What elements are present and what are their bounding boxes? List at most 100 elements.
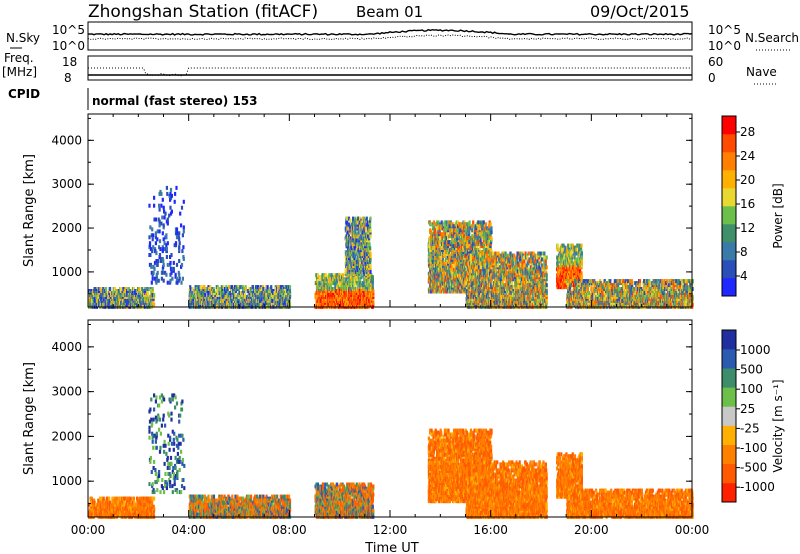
data-cell [173, 267, 175, 271]
data-cell [328, 273, 330, 277]
scatter-cells [88, 186, 694, 309]
data-cell [159, 239, 161, 243]
data-cell [225, 295, 227, 299]
data-cell [480, 238, 482, 242]
data-cell [369, 242, 371, 246]
data-cell [158, 279, 160, 283]
freq-left-tick-bottom: 8 [64, 71, 72, 85]
data-cell [262, 287, 264, 291]
data-cell [181, 206, 183, 210]
data-cell [166, 247, 168, 251]
data-cell [459, 228, 461, 232]
data-cell [213, 289, 215, 293]
data-cell [159, 208, 161, 212]
data-cell [162, 231, 164, 235]
data-cell [369, 252, 371, 256]
date-label: 09/Oct/2015 [590, 2, 690, 21]
data-cell [183, 229, 185, 233]
data-cell [181, 249, 183, 253]
data-cell [175, 273, 177, 277]
data-cell [289, 289, 291, 293]
data-cell [155, 241, 157, 245]
sky-noise-line [88, 30, 692, 35]
data-cell [182, 245, 184, 249]
data-cell [162, 198, 164, 202]
data-cell [162, 247, 164, 251]
data-cell [138, 287, 140, 291]
data-cell [363, 217, 365, 221]
data-cell [180, 281, 182, 285]
data-cell [358, 231, 360, 235]
data-cell [157, 263, 159, 267]
data-cell [158, 204, 160, 208]
data-cell [469, 220, 471, 224]
data-cell [325, 273, 327, 277]
data-cell [178, 273, 180, 277]
data-cell [148, 204, 150, 208]
data-cell [153, 196, 155, 200]
data-cell [289, 285, 291, 289]
data-cell [159, 253, 161, 257]
data-cell [155, 251, 157, 255]
data-cell [175, 241, 177, 245]
data-cell [182, 233, 184, 237]
freq-right-label: Nave [746, 65, 777, 79]
data-cell [153, 204, 155, 208]
data-cell [159, 247, 161, 251]
data-cell [167, 241, 169, 245]
data-cell [153, 293, 155, 297]
data-cell [151, 249, 153, 253]
cpid-text: normal (fast stereo) 153 [92, 94, 258, 108]
sky-right-tick-top: 10^5 [708, 23, 741, 37]
data-cell [440, 232, 442, 236]
data-cell [167, 222, 169, 226]
data-cell [164, 216, 166, 220]
sky-left-tick-top: 10^5 [52, 23, 85, 37]
sky-left-tick-bottom: 10^0 [52, 39, 85, 53]
data-cell [170, 188, 172, 192]
data-cell [347, 227, 349, 231]
data-cell [152, 287, 154, 291]
data-cell [330, 283, 332, 287]
data-cell [152, 237, 154, 241]
data-cell [167, 263, 169, 267]
sky-trace [88, 30, 692, 40]
data-cell [354, 227, 356, 231]
freq-left-unit: [MHz] [2, 65, 37, 79]
data-cell [477, 220, 479, 224]
sky-right-tick-bottom: 10^0 [708, 39, 741, 53]
data-cell [183, 257, 185, 261]
data-cell [178, 237, 180, 241]
data-cell [171, 194, 173, 198]
data-cell [176, 263, 178, 267]
data-cell [479, 246, 481, 250]
search-noise-line [88, 35, 692, 40]
data-cell [149, 241, 151, 245]
freq-panel-frame [88, 56, 692, 80]
data-cell [174, 200, 176, 204]
data-cell [165, 273, 167, 277]
data-cell [447, 240, 449, 244]
data-cell [157, 229, 159, 233]
data-cell [155, 218, 157, 222]
data-cell [483, 248, 485, 252]
data-cell [151, 227, 153, 231]
data-cell [179, 212, 181, 216]
data-cell [430, 222, 432, 226]
data-cell [152, 277, 154, 281]
data-cell [204, 293, 206, 297]
data-cell [173, 261, 175, 265]
data-cell [160, 222, 162, 226]
data-cell [162, 271, 164, 275]
data-cell [153, 303, 155, 307]
cpid-label: CPID [8, 87, 40, 101]
data-cell [445, 226, 447, 230]
data-cell [471, 228, 473, 232]
data-cell [182, 277, 184, 281]
data-cell [171, 277, 173, 281]
data-cell [372, 289, 374, 293]
data-cell [166, 186, 168, 190]
data-cell [244, 293, 246, 297]
